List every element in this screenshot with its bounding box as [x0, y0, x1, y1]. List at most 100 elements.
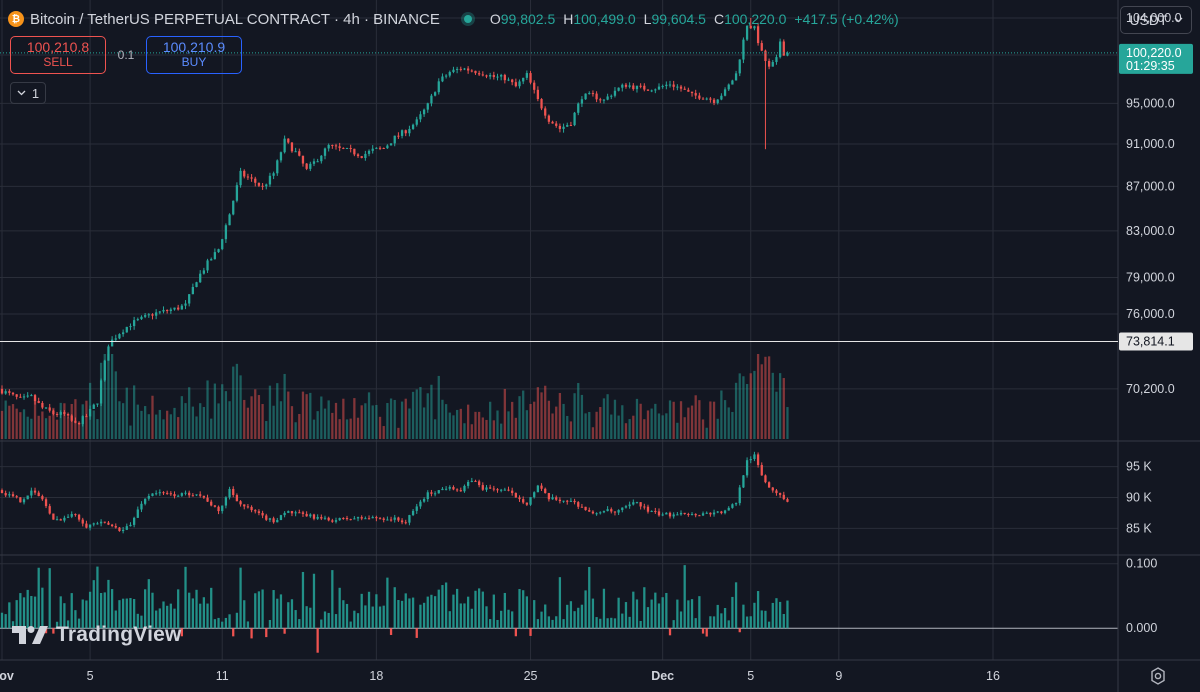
indicator-candle-down	[210, 501, 213, 506]
histogram-bar-positive	[676, 599, 679, 629]
candle-down	[478, 73, 481, 75]
candle-down	[679, 86, 683, 89]
histogram-bar-positive	[771, 602, 774, 629]
indicators-collapse-button[interactable]: 1	[10, 82, 46, 104]
volume-bar	[195, 416, 198, 439]
volume-bar	[753, 370, 756, 439]
candle-down	[338, 146, 341, 148]
volume-bar	[738, 373, 741, 439]
histogram-bar-negative	[415, 628, 418, 638]
order-quantity[interactable]: 0.1	[117, 48, 135, 62]
histogram-bar-positive	[786, 600, 789, 629]
candle-up	[518, 81, 521, 87]
candle-up	[419, 114, 422, 120]
indicator-candle-up	[92, 523, 95, 525]
candle-down	[646, 89, 650, 91]
indicator-candle-down	[52, 513, 55, 520]
indicator-candle-up	[158, 492, 161, 494]
candle-down	[397, 135, 400, 137]
indicator-candle-down	[514, 493, 517, 498]
indicator-candle-up	[132, 517, 136, 525]
volume-bar	[118, 401, 121, 439]
indicator-candle-down	[397, 517, 400, 521]
volume-bar	[511, 401, 514, 439]
candle-up	[386, 145, 389, 149]
histogram-bar-positive	[709, 616, 712, 629]
candle-up	[96, 403, 99, 405]
candle-up	[217, 249, 220, 253]
volume-bar	[268, 385, 272, 439]
histogram-bar-positive	[77, 618, 81, 629]
candle-down	[470, 70, 473, 72]
histogram-bar-positive	[125, 598, 128, 629]
candle-up	[753, 26, 756, 29]
histogram-bar-negative	[514, 628, 517, 637]
histogram-bar-positive	[753, 602, 756, 629]
volume-bar	[37, 415, 40, 439]
indicator-candle-down	[114, 526, 117, 528]
candle-up	[393, 135, 396, 144]
histogram-bar-positive	[162, 601, 165, 629]
indicator-candle-down	[162, 492, 165, 494]
histogram-bar-positive	[239, 567, 242, 629]
histogram-bar-positive	[334, 614, 338, 629]
histogram-bar-positive	[408, 598, 411, 629]
volume-bar	[312, 419, 316, 439]
candle-down	[287, 138, 290, 143]
candle-down	[63, 412, 66, 415]
indicator-candle-up	[690, 513, 694, 515]
indicator-candle-down	[166, 492, 169, 494]
volume-bar	[745, 383, 749, 439]
histogram-bar-positive	[360, 593, 363, 629]
indicator-candle-up	[184, 492, 187, 494]
volume-bar	[15, 408, 18, 439]
candle-up	[580, 99, 584, 104]
currency-selector[interactable]: USDT	[1120, 6, 1192, 34]
histogram-bar-positive	[371, 606, 374, 629]
volume-bar	[455, 409, 459, 439]
volume-bar	[661, 415, 664, 439]
indicator-candle-down	[74, 514, 77, 516]
histogram-bar-positive	[577, 607, 580, 629]
histogram-bar-positive	[92, 580, 95, 629]
sell-button[interactable]: 100,210.8 SELL	[10, 36, 106, 74]
indicator-candle-up	[279, 515, 283, 521]
indicator-candle-down	[643, 506, 646, 508]
tradingview-logo[interactable]: TradingView	[12, 623, 182, 647]
volume-bar	[430, 384, 433, 439]
candle-up	[125, 326, 128, 333]
candle-down	[342, 147, 345, 149]
volume-bar	[503, 388, 506, 439]
volume-bar	[257, 395, 261, 439]
gear-icon[interactable]	[1148, 666, 1168, 686]
indicator-candle-down	[558, 499, 562, 502]
indicator-histogram	[0, 565, 789, 653]
volume-bar	[588, 411, 591, 439]
indicator-candle-down	[59, 519, 62, 521]
volume-bar	[250, 396, 253, 439]
candle-up	[235, 185, 239, 201]
volume-bar	[786, 407, 789, 439]
price-tick-label: 83,000.0	[1126, 224, 1175, 238]
histogram-bar-positive	[533, 600, 536, 629]
indicator-candle-up	[26, 495, 29, 500]
histogram-bar-positive	[489, 619, 492, 629]
symbol-title[interactable]: Bitcoin / TetherUS PERPETUAL CONTRACT · …	[30, 10, 440, 28]
histogram-bar-positive	[103, 592, 106, 629]
candle-up	[213, 252, 217, 260]
volume-bar	[110, 354, 114, 439]
indicator-candle-down	[544, 488, 547, 494]
volume-bar	[191, 406, 194, 439]
buy-button[interactable]: 100,210.9 BUY	[146, 36, 242, 74]
volume-bar	[433, 419, 437, 439]
indicator-candle-down	[555, 497, 558, 500]
histogram-bar-negative	[232, 628, 235, 637]
volume-bar	[173, 407, 176, 439]
indicator-candle-down	[694, 513, 697, 516]
sell-label: SELL	[43, 55, 73, 69]
indicator-candle-down	[588, 510, 591, 512]
candle-up	[136, 319, 139, 321]
candle-down	[690, 91, 694, 94]
volume-bar	[672, 401, 675, 439]
